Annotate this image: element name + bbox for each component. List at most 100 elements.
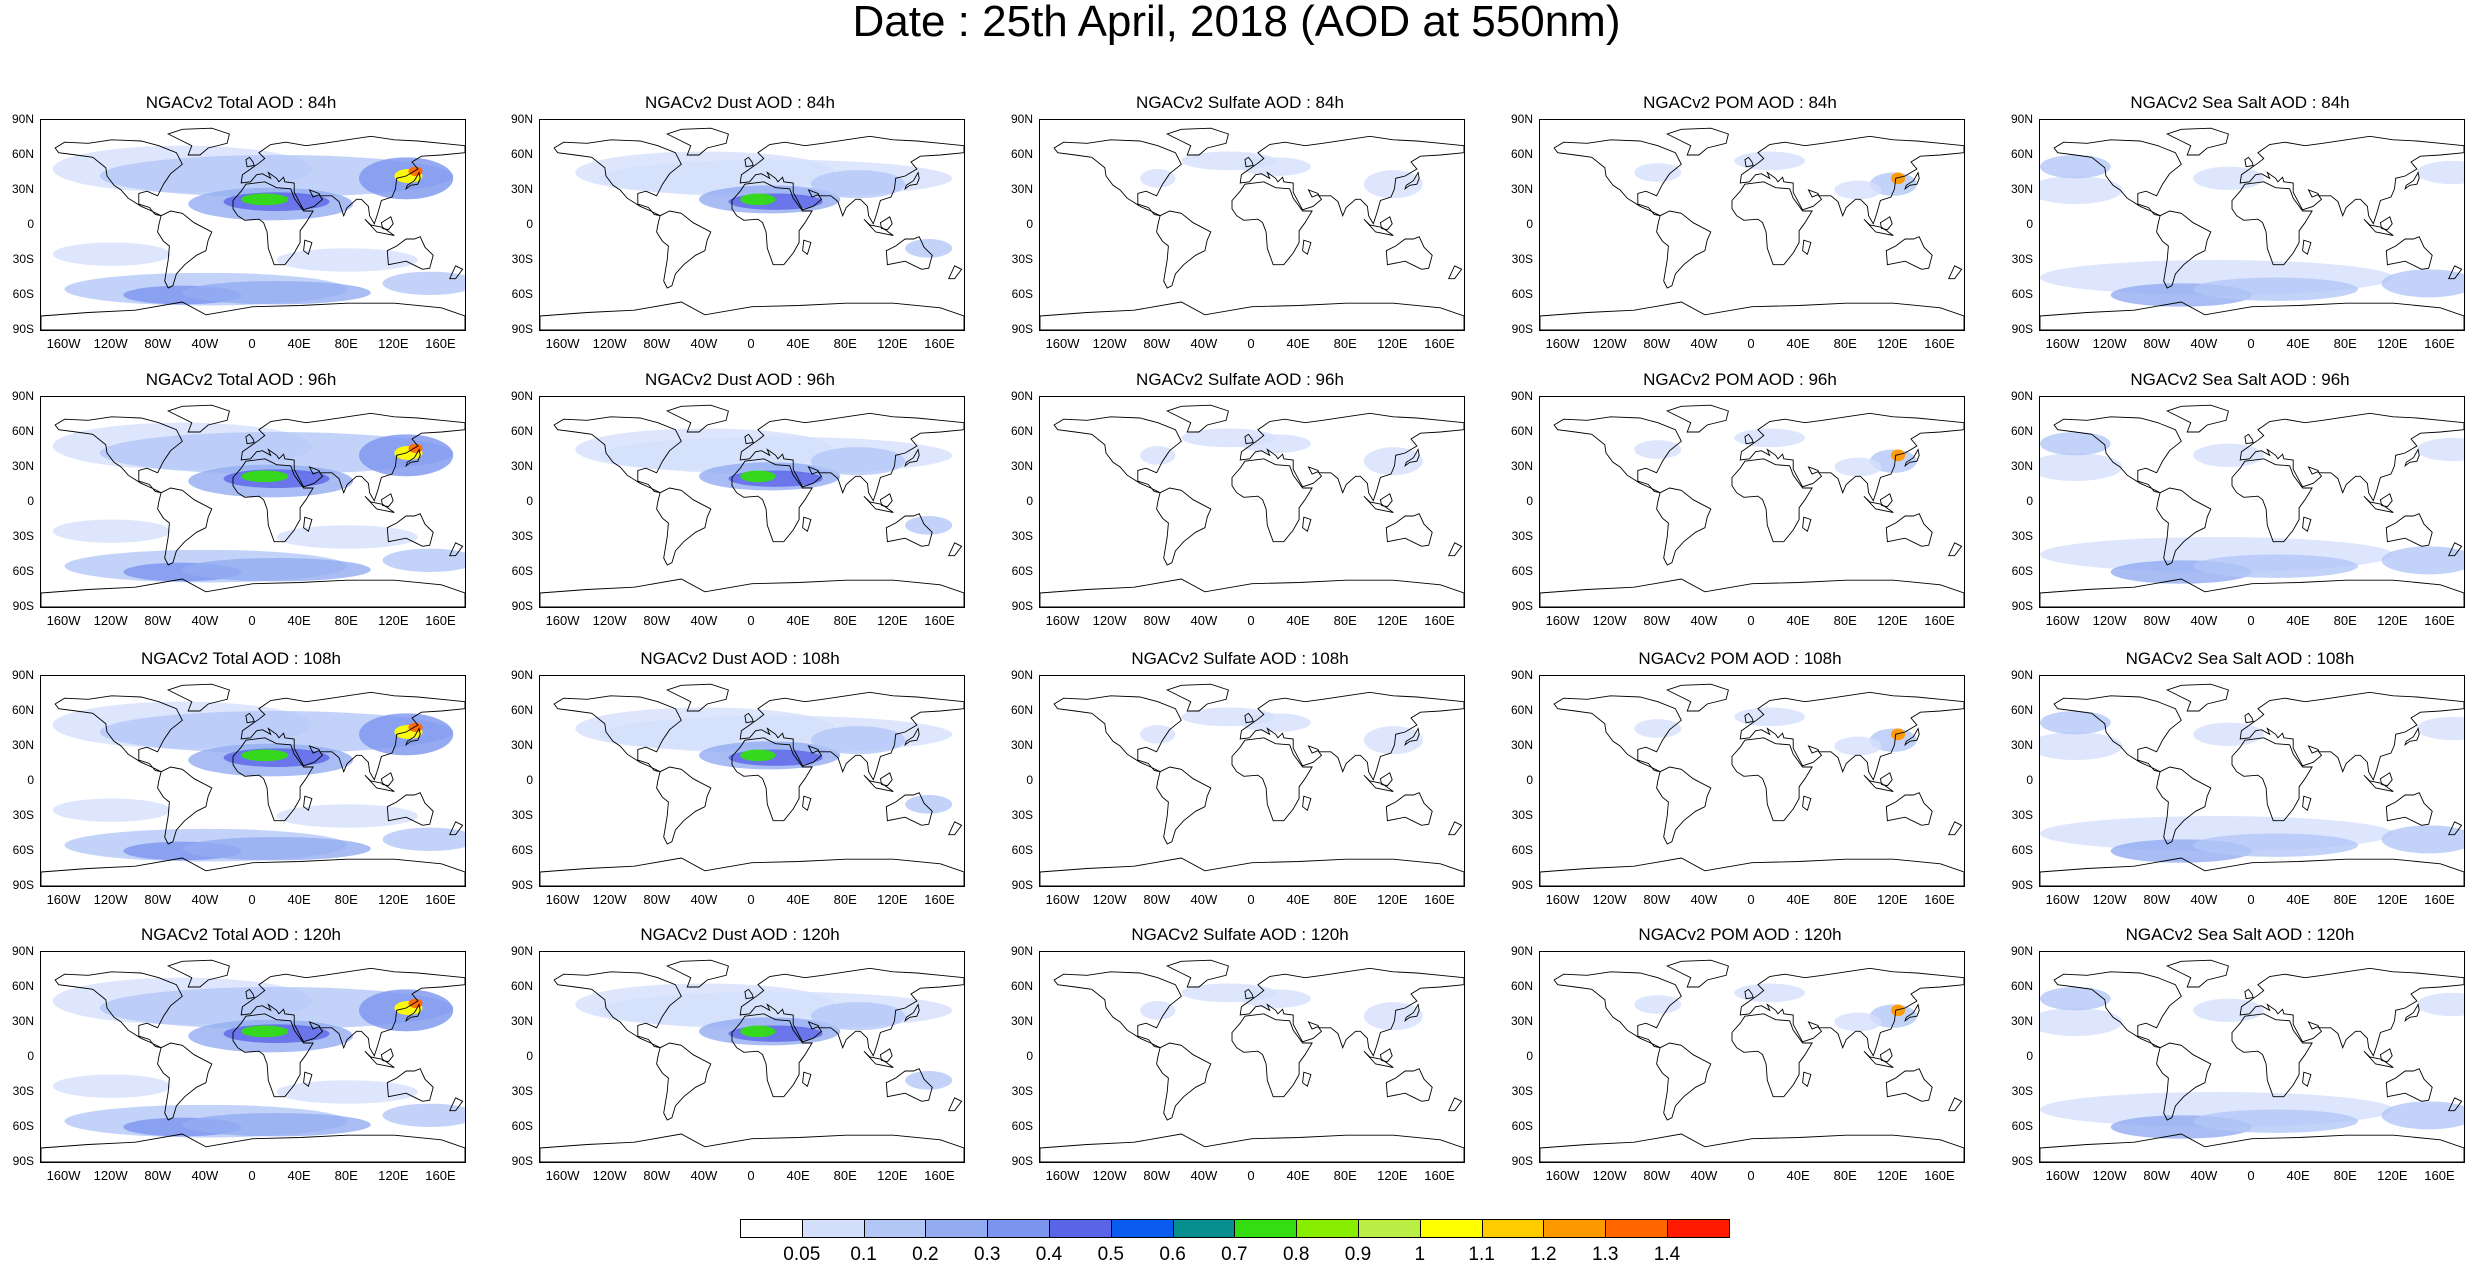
coastline-samerica [1656, 766, 1712, 845]
coastline-africa [731, 1013, 813, 1098]
aod-plume [740, 193, 776, 206]
aod-plume [1634, 719, 1682, 738]
coastline-japan [405, 448, 421, 468]
lat-tick-label: 60N [2010, 424, 2033, 438]
lat-tick-label: 0 [1526, 773, 1533, 787]
lon-tick-label: 160W [1545, 892, 1580, 907]
aod-map [2040, 404, 2464, 607]
lat-tick-label: 90S [1511, 322, 1533, 336]
coastline-antarctica [2040, 1133, 2464, 1162]
lon-tick-label: 120W [592, 892, 627, 907]
coastline-antarctica [540, 301, 964, 330]
aod-plume [2040, 453, 2123, 481]
coastline-eurasia [2239, 967, 2464, 1057]
aod-plume [276, 248, 418, 272]
coastline-japan [904, 1003, 920, 1023]
coastline-nz [2447, 542, 2463, 557]
lat-tick-label: 60N [1010, 703, 1033, 717]
lon-tick-label: 0 [248, 1168, 256, 1183]
lon-tick-label: 80W [1643, 892, 1671, 907]
coastline-australia [2385, 236, 2433, 270]
lon-tick-label: 160W [1045, 336, 1080, 351]
lon-tick-label: 80W [2143, 1168, 2171, 1183]
map-panel: NGACv2 POM AOD : 108h 90N 60N 30N 0 30S 60S 90S… [1499, 649, 1981, 925]
lat-tick-label: 30S [511, 529, 533, 543]
coastline-antarctica [41, 301, 465, 330]
coastline-eurasia [240, 135, 465, 225]
coastline-africa [2231, 737, 2313, 822]
colorbar-label: 0.5 [1097, 1244, 1124, 1265]
coastline-antarctica [2040, 857, 2464, 886]
lon-tick-label: 120W [93, 1168, 128, 1183]
lat-tick-label: 60N [1010, 424, 1033, 438]
aod-map [540, 683, 964, 886]
aod-plume [2381, 1101, 2464, 1130]
coastline-madagascar [303, 795, 313, 811]
lat-tick-label: 0 [27, 773, 34, 787]
coastline-africa [1731, 458, 1813, 543]
coastline-japan [1904, 171, 1920, 191]
coastline-namerica [2053, 971, 2182, 1049]
aod-map [1540, 959, 1964, 1162]
lat-tick-label: 30S [1011, 529, 1033, 543]
lon-tick-label: 40W [1190, 892, 1218, 907]
coastline-antarctica [41, 857, 465, 886]
lat-tick-label: 90N [2010, 944, 2033, 958]
lat-tick-label: 0 [1526, 217, 1533, 231]
aod-plume [1890, 1004, 1906, 1017]
coastline-greenland [666, 959, 729, 988]
coastline-greenland [2166, 404, 2229, 433]
map-area [539, 675, 965, 887]
aod-plume [52, 519, 171, 543]
lat-tick-label: 60S [12, 1119, 34, 1133]
coastline-africa [731, 181, 813, 266]
colorbar-label: 0.05 [783, 1244, 821, 1265]
lon-tick-label: 80W [2143, 613, 2171, 628]
map-panel: NGACv2 Sulfate AOD : 108h 90N 60N 30N 0 30S 60… [999, 649, 1481, 925]
aod-plume [2416, 716, 2464, 741]
lon-tick-label: 40E [287, 1168, 311, 1183]
map-panel: NGACv2 Dust AOD : 108h 90N 60N 30N 0 30S 60S 90… [499, 649, 981, 925]
coastline-eurasia [739, 135, 964, 225]
lat-tick-label: 0 [2026, 1049, 2033, 1063]
aod-map [41, 683, 465, 886]
aod-map [2040, 959, 2464, 1162]
lon-tick-label: 40E [287, 336, 311, 351]
lat-tick-label: 0 [2026, 773, 2033, 787]
aod-plume [810, 726, 906, 755]
lon-tick-label: 160E [2424, 613, 2455, 628]
lon-tick-label: 0 [1747, 1168, 1755, 1183]
lat-tick-label: 90N [510, 944, 533, 958]
lon-tick-label: 160E [425, 1168, 456, 1183]
panel-title: NGACv2 Total AOD : 108h [140, 649, 341, 668]
coastline-eurasia [240, 691, 465, 781]
lon-tick-label: 120E [378, 613, 409, 628]
lon-tick-label: 0 [747, 336, 755, 351]
lat-tick-label: 0 [1526, 1049, 1533, 1063]
aod-plume [1634, 163, 1682, 182]
coastline-borneo [1379, 1048, 1393, 1063]
coastline-borneo [1379, 772, 1393, 787]
aod-map [41, 127, 465, 330]
coastline-uk [744, 156, 754, 168]
map-area [2039, 675, 2465, 887]
coastline-namerica [1053, 695, 1182, 773]
coastline-samerica [1656, 1042, 1712, 1121]
coastline-madagascar [1802, 239, 1812, 255]
coastline-antarctica [41, 578, 465, 607]
lat-tick-label: 90N [1010, 112, 1033, 126]
lon-tick-label: 120W [1592, 613, 1627, 628]
coastline-australia [1385, 236, 1433, 270]
lon-tick-label: 160E [1924, 1168, 1955, 1183]
lon-tick-label: 120E [1377, 336, 1408, 351]
lon-tick-label: 160E [1424, 892, 1455, 907]
panel-title: NGACv2 POM AOD : 120h [1638, 925, 1842, 944]
aod-plume [1363, 170, 1423, 199]
coastline-greenland [2166, 683, 2229, 712]
coastline-uk [1744, 712, 1754, 724]
aod-plume [1869, 172, 1917, 196]
map-area [2039, 396, 2465, 608]
coastline-indonesia [364, 495, 395, 513]
coastline-greenland [1166, 127, 1229, 156]
coastline-australia [885, 792, 933, 826]
